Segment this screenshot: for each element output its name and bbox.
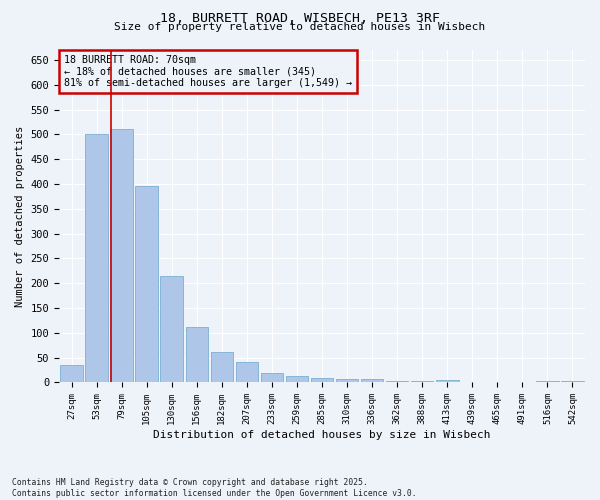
- X-axis label: Distribution of detached houses by size in Wisbech: Distribution of detached houses by size …: [153, 430, 491, 440]
- Bar: [60, 365, 83, 382]
- Bar: [185, 327, 208, 382]
- Bar: [311, 378, 333, 382]
- Bar: [236, 362, 258, 382]
- Bar: [160, 276, 183, 382]
- Bar: [561, 381, 584, 382]
- Bar: [286, 376, 308, 382]
- Y-axis label: Number of detached properties: Number of detached properties: [15, 126, 25, 307]
- Text: 18 BURRETT ROAD: 70sqm
← 18% of detached houses are smaller (345)
81% of semi-de: 18 BURRETT ROAD: 70sqm ← 18% of detached…: [64, 55, 352, 88]
- Bar: [386, 381, 409, 382]
- Bar: [211, 352, 233, 382]
- Bar: [411, 381, 433, 382]
- Text: Size of property relative to detached houses in Wisbech: Size of property relative to detached ho…: [115, 22, 485, 32]
- Bar: [361, 378, 383, 382]
- Bar: [436, 380, 458, 382]
- Bar: [260, 372, 283, 382]
- Bar: [110, 130, 133, 382]
- Bar: [336, 378, 358, 382]
- Text: Contains HM Land Registry data © Crown copyright and database right 2025.
Contai: Contains HM Land Registry data © Crown c…: [12, 478, 416, 498]
- Bar: [136, 186, 158, 382]
- Text: 18, BURRETT ROAD, WISBECH, PE13 3RF: 18, BURRETT ROAD, WISBECH, PE13 3RF: [160, 12, 440, 26]
- Bar: [85, 134, 108, 382]
